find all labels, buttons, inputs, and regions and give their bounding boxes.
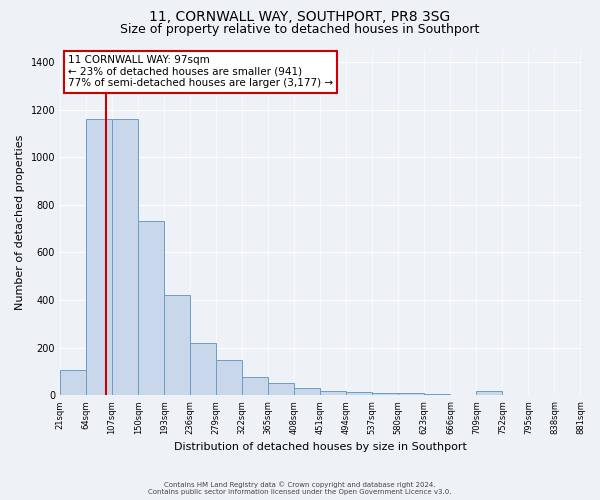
Bar <box>216 360 242 396</box>
Bar <box>164 296 190 396</box>
Bar <box>190 343 216 396</box>
Bar <box>268 384 294 396</box>
Bar <box>451 394 476 396</box>
Bar <box>424 394 451 396</box>
Y-axis label: Number of detached properties: Number of detached properties <box>15 135 25 310</box>
Text: 11 CORNWALL WAY: 97sqm
← 23% of detached houses are smaller (941)
77% of semi-de: 11 CORNWALL WAY: 97sqm ← 23% of detached… <box>68 55 333 88</box>
Text: Size of property relative to detached houses in Southport: Size of property relative to detached ho… <box>121 22 479 36</box>
Text: 11, CORNWALL WAY, SOUTHPORT, PR8 3SG: 11, CORNWALL WAY, SOUTHPORT, PR8 3SG <box>149 10 451 24</box>
Bar <box>86 119 112 396</box>
Bar <box>138 222 164 396</box>
Bar <box>294 388 320 396</box>
Bar <box>320 390 346 396</box>
Bar <box>476 390 502 396</box>
Bar <box>373 393 398 396</box>
Bar <box>346 392 373 396</box>
X-axis label: Distribution of detached houses by size in Southport: Distribution of detached houses by size … <box>174 442 467 452</box>
Bar <box>112 119 138 396</box>
Bar <box>242 378 268 396</box>
Bar <box>60 370 86 396</box>
Text: Contains HM Land Registry data © Crown copyright and database right 2024.
Contai: Contains HM Land Registry data © Crown c… <box>148 482 452 495</box>
Bar <box>398 394 424 396</box>
